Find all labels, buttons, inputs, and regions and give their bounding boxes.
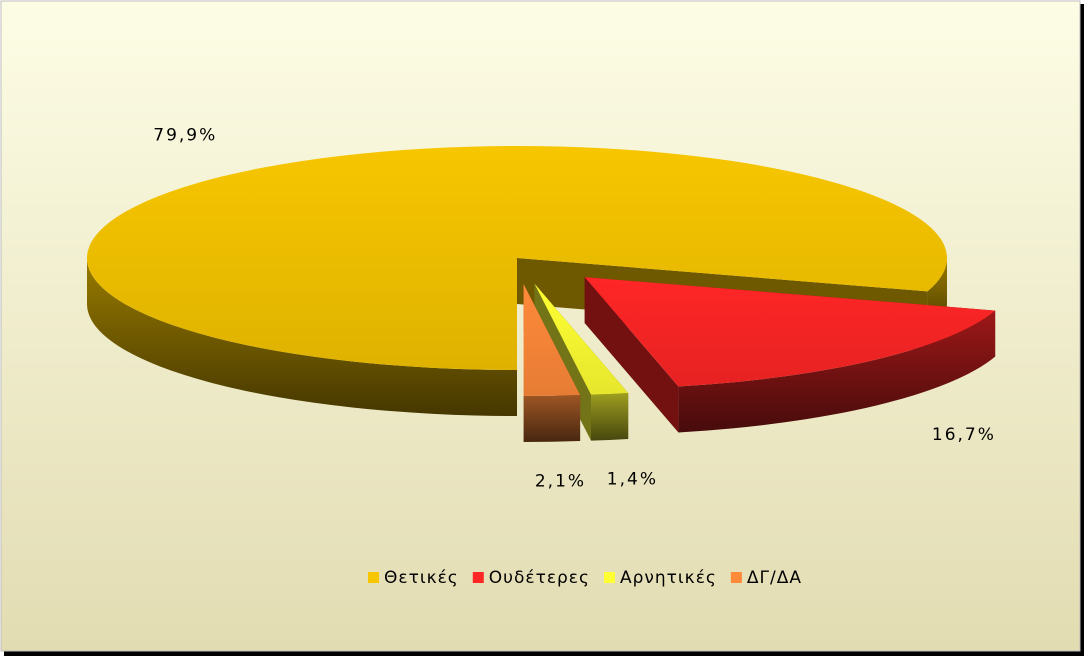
- legend-item: ΔΓ/ΔΑ: [730, 568, 802, 588]
- legend-label: Αρνητικές: [620, 568, 717, 588]
- legend-item: Αρνητικές: [603, 568, 717, 588]
- legend-label: ΔΓ/ΔΑ: [747, 568, 802, 588]
- slice-side: [678, 310, 996, 433]
- slice: [87, 146, 948, 370]
- slice: [534, 283, 629, 395]
- legend-swatch: [603, 572, 615, 583]
- slice: [523, 283, 581, 396]
- legend-item: Θετικές: [368, 568, 459, 588]
- slice-wall: [584, 277, 679, 433]
- slice: [584, 277, 996, 387]
- data-label: 1,4%: [607, 469, 658, 489]
- data-label: 16,7%: [932, 425, 996, 445]
- legend-label: Ουδέτερες: [489, 568, 590, 588]
- data-label: 2,1%: [535, 472, 586, 492]
- legend-swatch: [368, 572, 380, 583]
- pie: 79,9% 16,7% 1,4% 2,1%: [87, 126, 996, 492]
- slice-side: [523, 395, 581, 442]
- legend: Θετικές Ουδέτερες Αρνητικές ΔΓ/ΔΑ: [368, 568, 802, 588]
- legend-label: Θετικές: [384, 568, 459, 588]
- legend-swatch: [472, 572, 484, 583]
- legend-item: Ουδέτερες: [472, 568, 590, 588]
- slice-side: [87, 258, 517, 416]
- data-label: 79,9%: [153, 126, 217, 146]
- slice-side: [591, 392, 629, 441]
- legend-swatch: [730, 572, 742, 583]
